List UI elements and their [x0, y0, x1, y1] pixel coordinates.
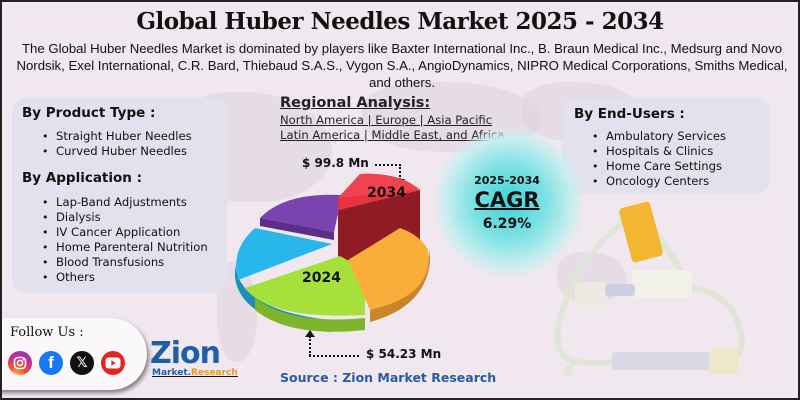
list-item: Home Care Settings: [588, 159, 726, 174]
source-credit: Source : Zion Market Research: [280, 370, 497, 385]
huber-needle-image: [547, 192, 797, 392]
zion-logo: Zion: [150, 336, 221, 371]
application-list: Lap-Band Adjustments Dialysis IV Cancer …: [38, 195, 208, 285]
list-item: Blood Transfusions: [38, 255, 208, 270]
page-title: Global Huber Needles Market 2025 - 2034: [136, 8, 664, 35]
value-2024: $ 54.23 Mn: [366, 347, 442, 361]
list-item: IV Cancer Application: [38, 225, 208, 240]
product-type-heading: By Product Type :: [22, 105, 156, 121]
follow-us-label: Follow Us :: [10, 325, 84, 340]
page-subtitle: The Global Huber Needles Market is domin…: [16, 41, 788, 90]
logo-sub-research: Research: [191, 368, 238, 378]
pie-label-2034: 2034: [367, 185, 406, 201]
cagr-glow-circle: [434, 127, 584, 277]
regional-line-1: North America | Europe | Asia Pacific: [280, 113, 493, 127]
pie-chart-graphic: [235, 173, 430, 332]
pie-label-2024: 2024: [302, 270, 341, 286]
dotted-connector: [399, 164, 401, 180]
instagram-icon[interactable]: [8, 351, 32, 375]
logo-sub-market: Market.: [152, 368, 192, 378]
youtube-icon[interactable]: [101, 351, 125, 375]
list-item: Dialysis: [38, 210, 208, 225]
list-item: Straight Huber Needles: [38, 129, 192, 144]
end-users-heading: By End-Users :: [574, 106, 685, 122]
regional-heading: Regional Analysis:: [280, 95, 431, 111]
list-item: Lap-Band Adjustments: [38, 195, 208, 210]
list-item: Oncology Centers: [588, 174, 726, 189]
list-item: Others: [38, 270, 208, 285]
application-heading: By Application :: [22, 170, 142, 186]
list-item: Hospitals & Clinics: [588, 144, 726, 159]
list-item: Home Parenteral Nutrition: [38, 240, 208, 255]
dotted-connector: [375, 164, 401, 166]
facebook-icon[interactable]: f: [39, 351, 63, 375]
zion-logo-subtitle: Market.Research: [152, 368, 238, 378]
value-2034: $ 99.8 Mn: [302, 156, 369, 170]
cagr-value: 6.29%: [482, 216, 532, 232]
regional-line-2: Latin America | Middle East, and Africa: [280, 128, 505, 142]
product-type-list: Straight Huber Needles Curved Huber Need…: [38, 129, 192, 159]
end-users-list: Ambulatory Services Hospitals & Clinics …: [588, 129, 726, 189]
dotted-connector: [309, 355, 359, 357]
cagr-years: 2025-2034: [474, 174, 540, 187]
dotted-connector: [309, 336, 311, 356]
arrow-up-icon: [305, 330, 315, 337]
x-icon[interactable]: 𝕏: [70, 351, 94, 375]
list-item: Ambulatory Services: [588, 129, 726, 144]
cagr-label: CAGR: [474, 188, 540, 212]
pie-chart-3d: 2034 2024: [230, 170, 440, 345]
list-item: Curved Huber Needles: [38, 144, 192, 159]
